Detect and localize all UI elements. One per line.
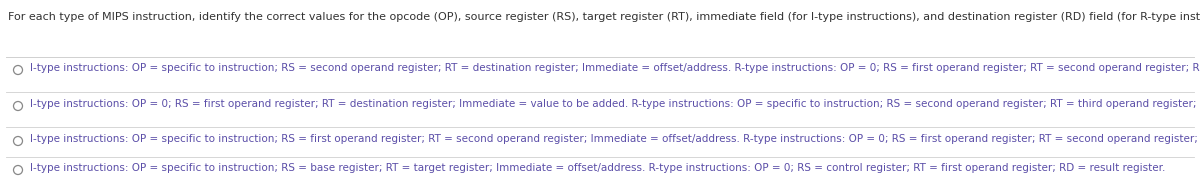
- Text: I-type instructions: OP = specific to instruction; RS = base register; RT = targ: I-type instructions: OP = specific to in…: [30, 163, 1165, 173]
- Text: I-type instructions: OP = specific to instruction; RS = first operand register; : I-type instructions: OP = specific to in…: [30, 134, 1200, 144]
- Text: For each type of MIPS instruction, identify the correct values for the opcode (O: For each type of MIPS instruction, ident…: [8, 12, 1200, 22]
- Text: I-type instructions: OP = specific to instruction; RS = second operand register;: I-type instructions: OP = specific to in…: [30, 63, 1200, 73]
- Text: I-type instructions: OP = 0; RS = first operand register; RT = destination regis: I-type instructions: OP = 0; RS = first …: [30, 99, 1200, 109]
